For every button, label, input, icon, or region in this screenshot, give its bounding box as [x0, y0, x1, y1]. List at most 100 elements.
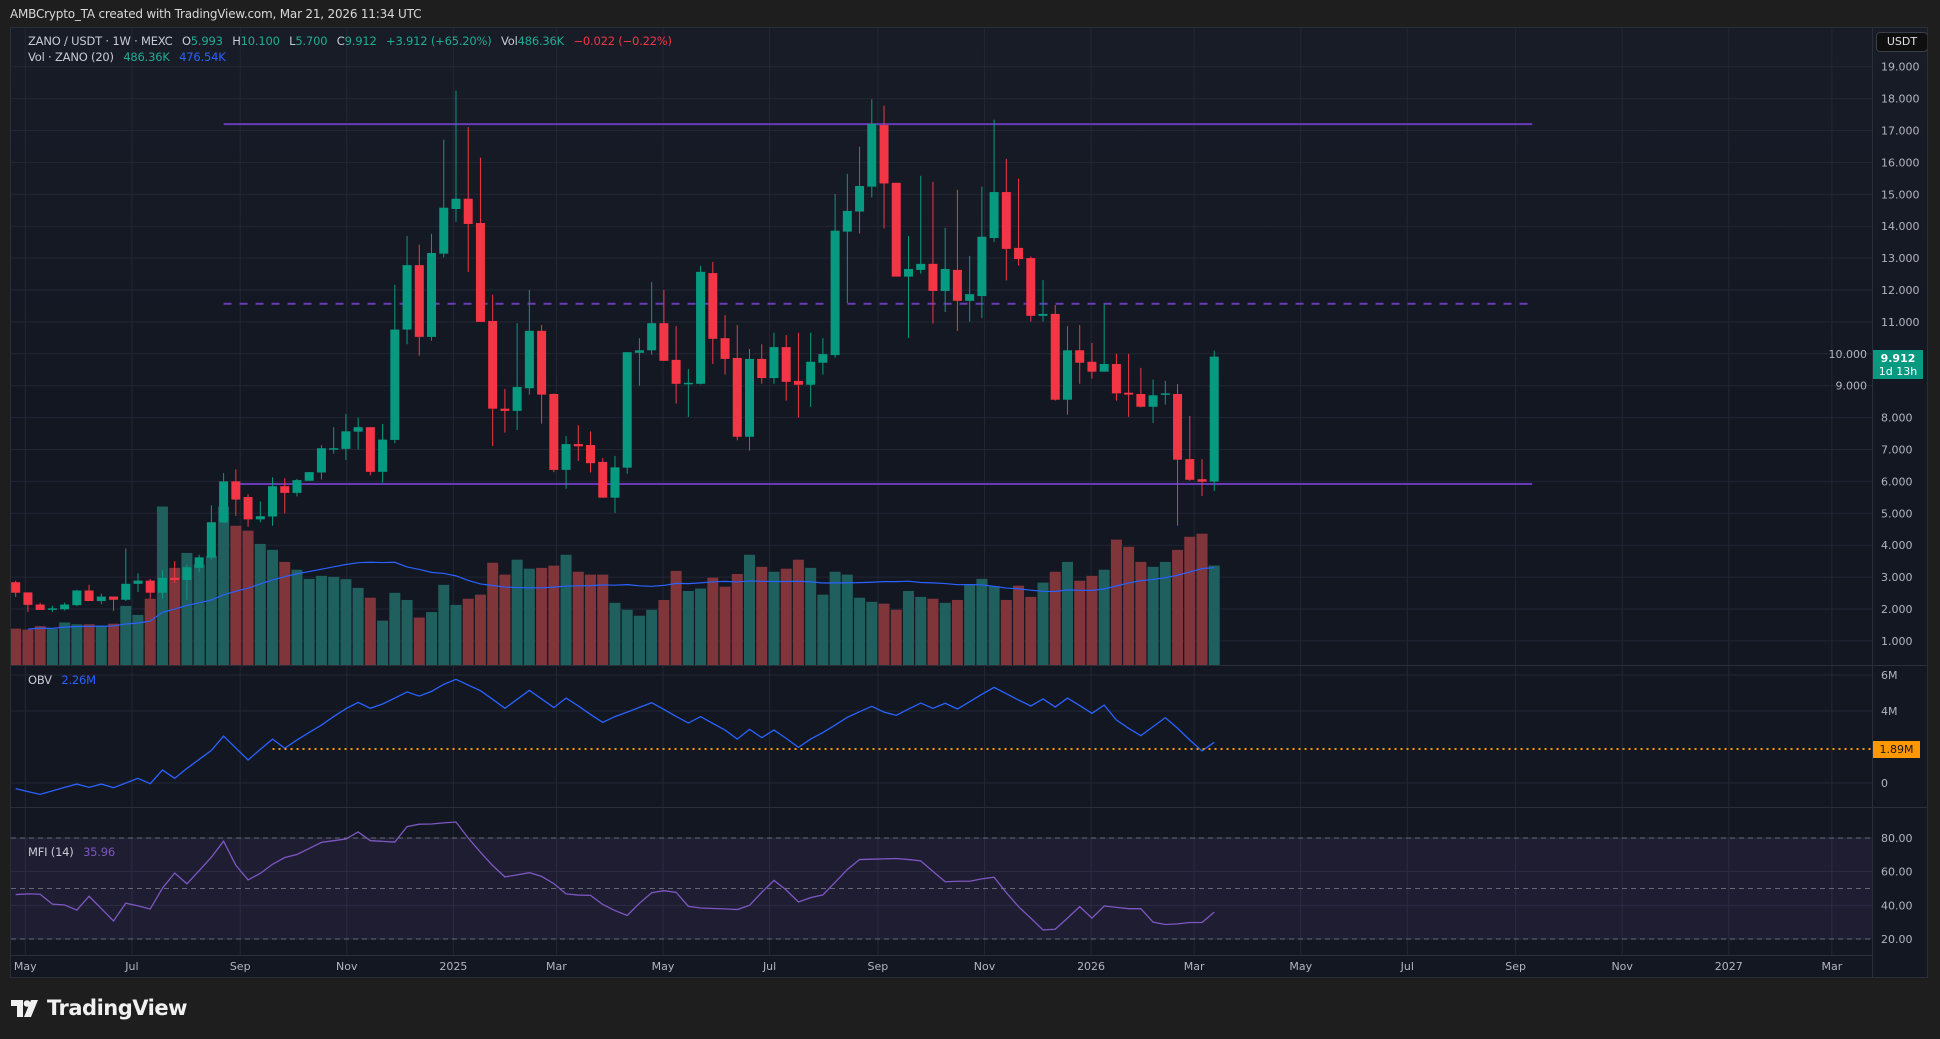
volume-bar [108, 623, 120, 665]
currency-button[interactable]: USDT [1876, 32, 1927, 52]
candle-body [561, 444, 571, 470]
candle [1026, 256, 1036, 322]
candle [121, 548, 131, 602]
volume-bar [597, 574, 609, 665]
candle-body [1185, 459, 1195, 480]
volume-bar [1110, 539, 1122, 665]
candle [549, 393, 559, 473]
candle-body [1050, 313, 1060, 400]
volume-bar [1025, 596, 1037, 665]
candle [475, 157, 485, 322]
volume-bar [792, 559, 804, 665]
candle-body [292, 480, 302, 493]
volume-bar [682, 590, 694, 665]
candle-body [243, 497, 253, 520]
candle-body [806, 361, 816, 385]
mfi-axis-label: 40.00 [1881, 899, 1913, 912]
candle-body [255, 516, 265, 520]
candle [757, 344, 767, 384]
volume-bar [328, 576, 340, 665]
mfi-axis-label: 60.00 [1881, 866, 1913, 879]
candle [194, 554, 204, 573]
candle-body [622, 352, 632, 468]
volume-bar [890, 609, 902, 665]
time-axis-label: May [1289, 960, 1312, 973]
candle-body [1001, 192, 1011, 249]
volume-bar [218, 506, 230, 665]
volume-bar [364, 597, 376, 665]
vol-change-value: −0.022 (−0.22%) [573, 34, 672, 48]
volume-bar [499, 574, 511, 665]
volume-bar [205, 555, 217, 665]
volume-indicator-label[interactable]: Vol · ZANO (20) [28, 50, 114, 64]
candle [463, 126, 473, 272]
time-axis-label: Mar [1184, 960, 1205, 973]
candle [928, 181, 938, 324]
time-axis-label: Mar [546, 960, 567, 973]
candle-body [1014, 247, 1024, 260]
high-value: 10.100 [240, 34, 280, 48]
volume-bar [829, 571, 841, 665]
candle [255, 501, 265, 523]
candle [806, 332, 816, 407]
price-axis-label: 17.000 [1881, 125, 1920, 138]
high-label: H [232, 34, 241, 48]
obv-axis[interactable]: 6M 4M 0 [1881, 669, 1898, 790]
candle-body [573, 444, 583, 447]
volume-bar [1172, 549, 1184, 665]
chart-attribution: AMBCrypto_TA created with TradingView.co… [10, 7, 422, 21]
chart-frame[interactable]: 19.000 18.000 17.000 16.000 15.000 14.000 13.0… [10, 27, 1928, 978]
volume-bar [646, 609, 658, 665]
candle [414, 244, 424, 356]
mfi-line [15, 821, 1215, 931]
candle [341, 414, 351, 461]
volume-bar [46, 628, 58, 665]
candle-body [72, 590, 82, 606]
candle-body [378, 439, 388, 472]
candle-body [512, 386, 522, 411]
volume-bar [95, 625, 107, 665]
tradingview-logo[interactable]: TradingView [11, 996, 187, 1020]
volume-bar [120, 605, 132, 665]
candle-body [194, 557, 204, 568]
candle [610, 455, 620, 513]
price-axis-label: 1.000 [1881, 635, 1913, 648]
mfi-label[interactable]: MFI (14) [28, 845, 74, 859]
candle [231, 469, 241, 516]
mfi-legend[interactable]: MFI (14) 35.96 [28, 845, 115, 859]
candle [965, 255, 975, 322]
volume-bar [267, 549, 279, 665]
obv-label[interactable]: OBV [28, 673, 52, 687]
tradingview-logo-icon [11, 999, 38, 1017]
chart-canvas[interactable]: 19.000 18.000 17.000 16.000 15.000 14.000 13.0… [11, 28, 1928, 978]
volume-bar [915, 596, 927, 665]
candle [1185, 416, 1195, 481]
price-axis-label: 5.000 [1881, 507, 1913, 520]
volume-bar [609, 602, 621, 665]
volume-bar [242, 530, 254, 665]
candle [1160, 380, 1170, 405]
symbol-title[interactable]: ZANO / USDT · 1W · MEXC [28, 34, 173, 48]
obv-legend[interactable]: OBV 2.26M [28, 673, 96, 687]
candle-body [170, 577, 180, 580]
candle [1111, 353, 1121, 401]
obv-value: 2.26M [61, 673, 96, 687]
candle-body [475, 223, 485, 322]
volume-legend[interactable]: Vol · ZANO (20) 486.36K 476.54K [28, 50, 226, 64]
candle-body [757, 358, 767, 379]
volume-bar [462, 598, 474, 665]
candle [206, 505, 216, 560]
volume-bar [731, 573, 743, 665]
symbol-legend[interactable]: ZANO / USDT · 1W · MEXC O5.993 H10.100 L… [28, 34, 672, 48]
volume-bar [633, 615, 645, 665]
price-axis[interactable]: 19.000 18.000 17.000 16.000 15.000 14.000 13.0… [1829, 61, 1920, 648]
candle-body [989, 192, 999, 239]
current-price: 9.912 [1880, 352, 1916, 365]
volume-bar [181, 552, 193, 665]
volume-bar [964, 584, 976, 665]
mfi-axis[interactable]: 80.00 60.00 40.00 20.00 [1881, 832, 1913, 946]
time-axis[interactable]: May Jul Sep Nov 2025 Mar May Jul Sep Nov 2026 Mar Ma… [14, 960, 1843, 973]
price-axis-label: 10.000 [1829, 348, 1868, 361]
candle-body [365, 427, 375, 472]
candle [451, 90, 461, 222]
